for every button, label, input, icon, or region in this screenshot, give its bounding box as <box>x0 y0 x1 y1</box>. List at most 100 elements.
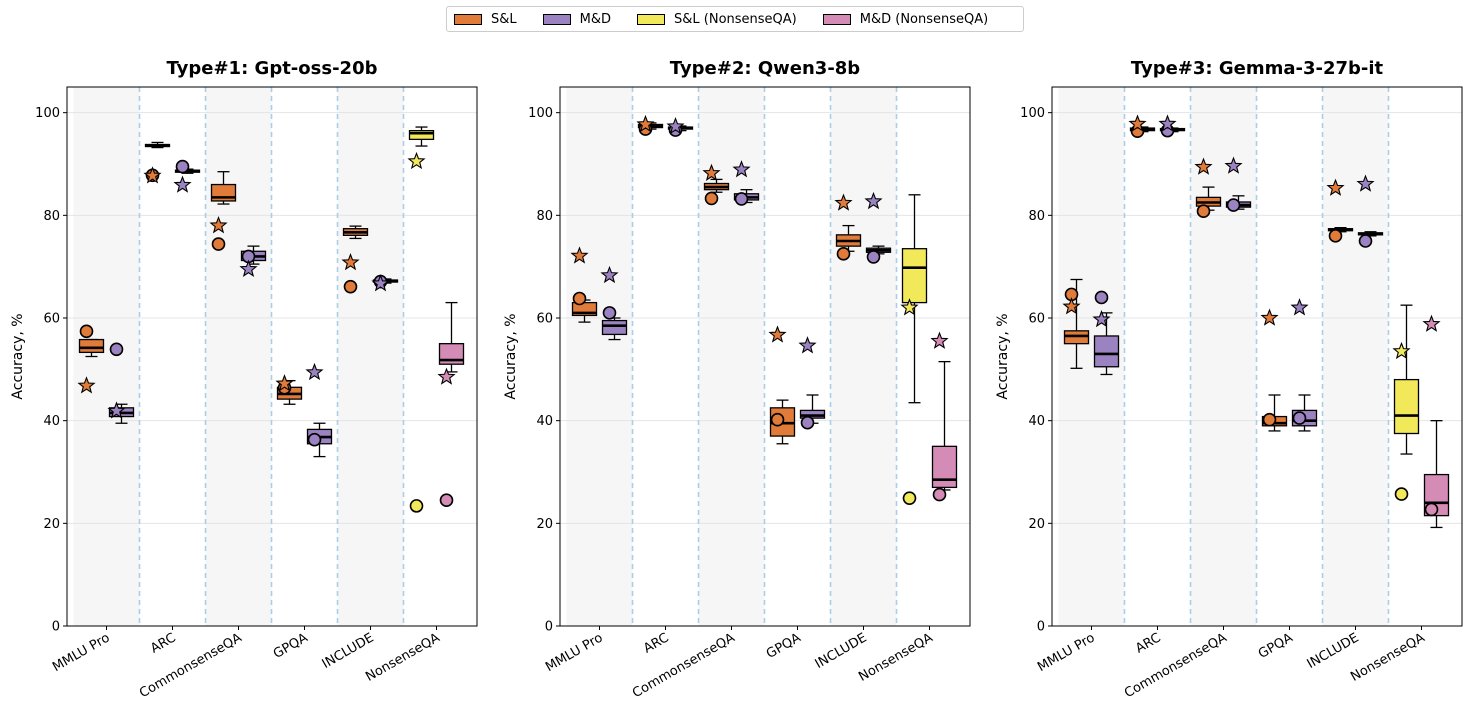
box-gpqa-sl <box>275 374 303 405</box>
circle-marker <box>932 487 947 502</box>
circle-marker <box>1358 234 1373 248</box>
category-band <box>337 87 404 626</box>
box-arc-md <box>666 116 694 137</box>
star-marker <box>1158 114 1177 132</box>
legend-item-sl: S&L <box>454 12 517 27</box>
circle-marker <box>770 412 785 427</box>
star-marker <box>834 193 853 211</box>
circle-marker <box>836 247 851 261</box>
star-marker <box>1194 157 1213 175</box>
circle-marker <box>602 306 617 320</box>
box-commonsenseqa-md <box>732 160 760 206</box>
box-mmlu-pro-sl <box>77 324 105 394</box>
star-marker <box>864 191 883 210</box>
circle-marker <box>1424 502 1439 517</box>
x-tick-label: ARC <box>641 630 671 656</box>
star-marker <box>930 331 949 349</box>
star-marker <box>143 166 162 184</box>
category-band <box>830 87 897 626</box>
y-tick-label: 0 <box>1037 620 1045 635</box>
category-band <box>1322 87 1389 626</box>
x-tick-label: GPQA <box>764 630 804 662</box>
legend-swatch-md-nonsense <box>822 13 851 25</box>
circle-marker <box>572 291 587 306</box>
box-commonsenseqa-sl <box>209 171 237 251</box>
box-include-md <box>1356 174 1384 248</box>
circle-marker <box>409 499 424 513</box>
star-marker <box>900 298 919 316</box>
legend-item-md: M&D <box>542 11 612 27</box>
box-commonsenseqa-md <box>239 245 267 277</box>
star-marker <box>407 151 426 170</box>
box-include-sl <box>834 193 862 261</box>
box-commonsenseqa-sl <box>1194 157 1222 219</box>
panel-title: Type#1: Gpt-oss-20b <box>167 58 378 79</box>
x-tick-label: NonsenseQA <box>1348 630 1427 684</box>
y-tick-label: 0 <box>52 620 60 635</box>
circle-marker <box>79 324 94 339</box>
y-tick-label: 0 <box>545 620 553 635</box>
x-tick-label: MMLU Pro <box>50 630 112 675</box>
box-mmlu-pro-sl <box>570 246 598 323</box>
box-gpqa-md <box>305 362 333 458</box>
star-marker <box>600 265 619 284</box>
star-marker <box>1062 297 1081 315</box>
y-tick-label: 80 <box>536 209 553 224</box>
y-tick-label: 100 <box>1020 106 1045 121</box>
category-band <box>1190 87 1257 626</box>
circle-marker <box>1226 198 1241 212</box>
star-marker <box>209 216 228 234</box>
star-marker <box>1092 309 1111 328</box>
category-band <box>566 87 633 626</box>
y-tick-label: 40 <box>1028 414 1045 429</box>
star-marker <box>77 376 96 394</box>
star-marker <box>570 246 589 264</box>
star-marker <box>702 163 721 181</box>
circle-marker <box>1196 204 1211 219</box>
box-iqr <box>1093 335 1120 368</box>
star-marker <box>1356 174 1375 192</box>
box-commonsenseqa-sl <box>702 163 730 206</box>
legend-item-md-nonsense: M&D (NonsenseQA) <box>822 12 988 27</box>
y-tick-label: 80 <box>43 209 60 224</box>
box-include-sl <box>341 225 369 294</box>
y-tick-label: 80 <box>1028 209 1045 224</box>
box-mmlu-pro-md <box>600 265 628 341</box>
y-axis-label: Accuracy, % <box>995 313 1011 399</box>
circle-marker <box>866 250 881 264</box>
y-axis-label: Accuracy, % <box>10 313 26 399</box>
circle-marker <box>800 415 815 430</box>
y-axis-label: Accuracy, % <box>503 313 519 399</box>
legend-swatch-md <box>542 13 571 25</box>
category-band <box>73 87 140 626</box>
box-include-sl <box>1326 178 1354 243</box>
x-tick-label: ARC <box>1133 630 1163 656</box>
category-band <box>698 87 765 626</box>
x-tick-label: GPQA <box>1256 630 1296 662</box>
x-tick-label: INCLUDE <box>813 630 870 671</box>
box-iqr <box>408 129 435 141</box>
panel-title: Type#2: Qwen3-8b <box>670 58 861 79</box>
star-marker <box>341 253 360 271</box>
x-tick-label: MMLU Pro <box>543 630 605 675</box>
box-arc-sl <box>143 141 171 184</box>
star-marker <box>732 160 751 178</box>
y-tick-label: 20 <box>1028 517 1045 532</box>
circle-marker <box>1094 290 1109 305</box>
box-arc-sl <box>636 114 664 136</box>
y-tick-label: 20 <box>536 517 553 532</box>
box-iqr <box>1393 378 1420 435</box>
circle-marker <box>307 432 322 447</box>
circle-marker <box>1394 487 1409 501</box>
box-arc-md <box>173 159 201 193</box>
y-tick-label: 60 <box>536 312 553 327</box>
plot-frame <box>1051 86 1463 627</box>
x-tick-label: INCLUDE <box>320 630 377 671</box>
star-marker <box>1290 298 1309 316</box>
box-nonsenseqa-sl <box>900 194 928 505</box>
box-iqr <box>601 319 628 336</box>
box-include-md <box>371 274 399 292</box>
legend-label-md: M&D <box>579 11 612 27</box>
